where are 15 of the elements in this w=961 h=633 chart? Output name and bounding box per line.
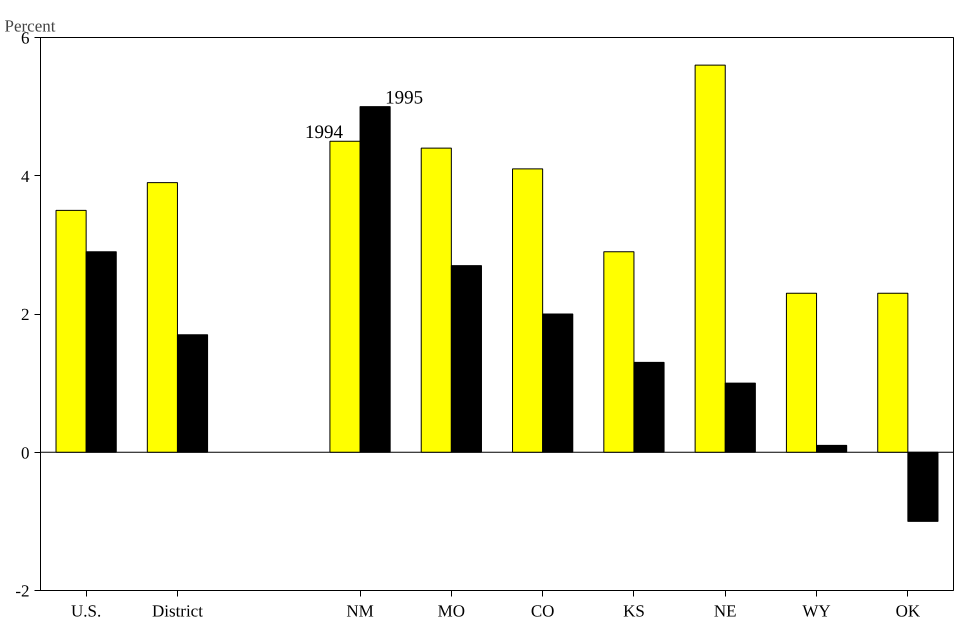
x-tick-label: MO — [438, 602, 466, 620]
x-tick-label: OK — [896, 602, 921, 620]
y-tick-label: 0 — [21, 443, 30, 462]
y-tick-label: -2 — [15, 582, 30, 600]
series-label: 1995 — [385, 88, 424, 109]
x-tick-label: WY — [802, 602, 831, 620]
x-tick-label: CO — [530, 602, 554, 620]
series-label: 1994 — [304, 122, 344, 144]
x-tick-label: U.S. — [71, 602, 102, 620]
x-tick-label: District — [152, 602, 204, 620]
y-tick-label: 4 — [21, 166, 30, 186]
x-tick-label: NE — [714, 602, 737, 620]
x-tick-label: NM — [346, 602, 374, 620]
x-tick-label: KS — [623, 602, 645, 620]
y-tick-label: 2 — [21, 305, 30, 324]
